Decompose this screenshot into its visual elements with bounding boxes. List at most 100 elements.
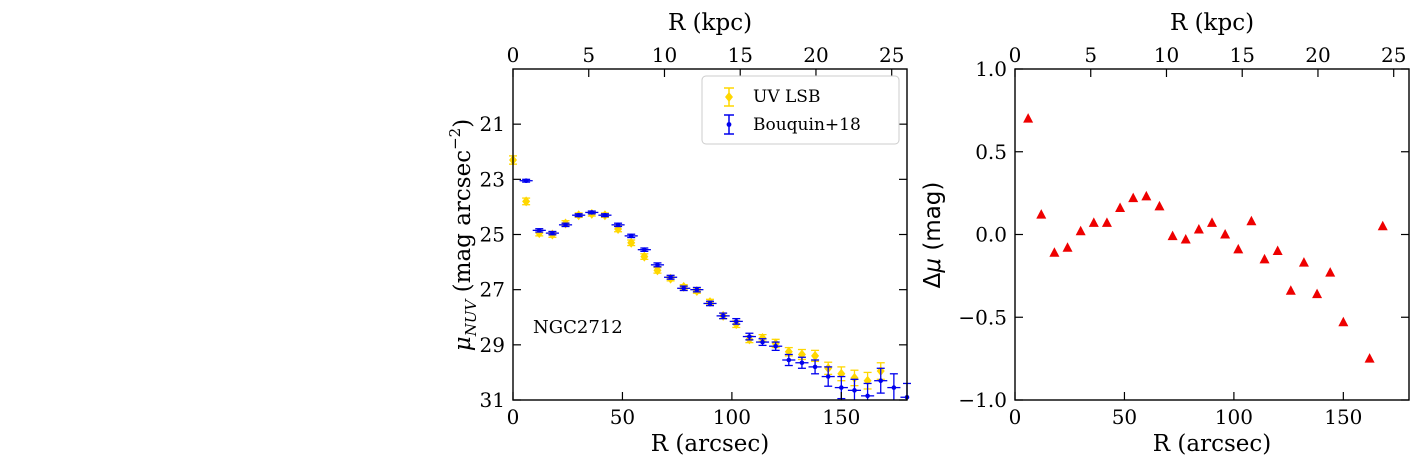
right-ytick-label: 0.5 [975, 140, 1007, 164]
data-point [1272, 245, 1283, 256]
right-top-xtick-label: 25 [1381, 43, 1406, 67]
data-point [1180, 233, 1191, 244]
data-point [694, 287, 700, 292]
data-point [576, 212, 581, 218]
data-point [1154, 200, 1165, 211]
data-point [891, 385, 897, 390]
left-panel: 0 50 100 150 0 5 10 15 20 25 21 23 25 27 29 31 R (arcse… [446, 10, 911, 457]
left-series-0 [509, 155, 885, 390]
data-point [536, 228, 542, 233]
right-series-0 [1023, 113, 1388, 363]
data-point [707, 301, 713, 306]
left-y-axis-title-unit: (mag arcsec [450, 150, 476, 300]
data-point [1377, 220, 1388, 231]
left-top-xtick-label: 5 [582, 43, 595, 67]
right-top-xtick-label: 20 [1305, 43, 1330, 67]
data-point [1075, 225, 1086, 236]
left-xtick-label: 150 [822, 405, 860, 429]
legend-label-bouquin: Bouquin+18 [753, 115, 861, 135]
right-panel: 0 50 100 150 0 5 10 15 20 25 −1.0 −0.5 0.0 0.5 1.0 R (… [920, 10, 1410, 457]
left-ytick-label: 21 [480, 112, 505, 136]
right-top-x-axis-title: R (kpc) [1170, 10, 1254, 36]
left-y-axis-title-close: ) [450, 119, 476, 128]
right-axes-frame [1014, 68, 1410, 401]
data-point [523, 178, 529, 184]
right-ytick-label: 0.0 [975, 223, 1007, 247]
left-y-axis-title-exp: −2 [446, 128, 464, 150]
left-x-axis-title: R (arcsec) [651, 431, 769, 457]
data-point [865, 393, 870, 399]
left-top-xtick-label: 25 [879, 43, 904, 67]
data-point [668, 274, 673, 280]
data-point [1049, 247, 1060, 257]
left-y-axis-title: μNUV (mag arcsec−2) [446, 119, 480, 351]
right-ytick-label: 1.0 [975, 57, 1007, 81]
data-point [628, 233, 634, 239]
data-point [760, 339, 765, 345]
left-top-xtick-label: 10 [652, 43, 677, 67]
data-point [1298, 257, 1309, 267]
left-ytick-label: 27 [480, 278, 505, 302]
data-point [799, 360, 805, 366]
right-ytick-label: −0.5 [958, 305, 1007, 329]
left-ytick-label: 29 [480, 333, 505, 357]
data-point [812, 364, 818, 370]
left-ytick-label: 31 [480, 388, 505, 412]
data-point [852, 388, 857, 393]
data-point [733, 319, 739, 324]
left-top-xtick-label: 15 [727, 43, 752, 67]
data-point [786, 357, 792, 363]
data-point [1285, 285, 1296, 295]
left-series-1 [519, 178, 911, 400]
data-point [758, 332, 767, 343]
right-xtick-label: 0 [1009, 405, 1022, 429]
left-xtick-label: 50 [610, 405, 635, 429]
right-xtick-label: 100 [1215, 405, 1253, 429]
data-point [681, 285, 687, 291]
data-point [1128, 192, 1139, 203]
data-point [615, 222, 621, 228]
data-point [1023, 113, 1034, 123]
data-point [550, 230, 555, 236]
left-y-axis-title-mu: μ [450, 336, 476, 351]
data-point [602, 212, 608, 218]
data-point [1246, 215, 1257, 226]
data-point [825, 374, 831, 379]
data-point [1338, 316, 1349, 327]
data-point [589, 210, 595, 215]
data-point [1115, 202, 1126, 213]
data-point [1220, 229, 1231, 239]
data-point [878, 378, 884, 383]
galaxy-name-annotation: NGC2712 [533, 317, 623, 338]
data-point [655, 262, 660, 268]
data-point [1141, 190, 1152, 201]
data-point [1325, 267, 1336, 277]
left-top-x-axis-title: R (kpc) [668, 10, 752, 36]
right-top-xtick-label: 0 [1009, 43, 1022, 67]
data-point [1312, 288, 1323, 299]
left-ytick-label: 25 [480, 223, 505, 247]
data-point [522, 196, 531, 207]
data-point [1207, 217, 1217, 227]
right-top-xtick-label: 15 [1229, 43, 1254, 67]
right-y-axis-title: Δμ (mag) [920, 182, 946, 289]
data-point [850, 372, 859, 383]
legend-marker-bouquin [724, 114, 734, 135]
data-point [747, 334, 752, 339]
data-point [1101, 217, 1112, 227]
data-point [720, 313, 726, 319]
right-top-xtick-label: 5 [1084, 43, 1097, 67]
data-point [1062, 242, 1073, 252]
left-y-axis-title-sub: NUV [462, 297, 480, 337]
right-y-axis-title-delta: Δ [920, 272, 946, 288]
left-ticks: 0 50 100 150 0 5 10 15 20 25 21 23 25 27 29 31 [480, 43, 907, 429]
right-xtick-label: 50 [1112, 405, 1137, 429]
legend: UV LSB Bouquin+18 [701, 75, 900, 145]
data-point [1036, 209, 1047, 219]
data-point [642, 247, 647, 252]
data-point [563, 222, 568, 228]
left-xtick-label: 100 [713, 405, 751, 429]
right-x-axis-title: R (arcsec) [1153, 431, 1271, 457]
left-xtick-label: 0 [507, 405, 520, 429]
